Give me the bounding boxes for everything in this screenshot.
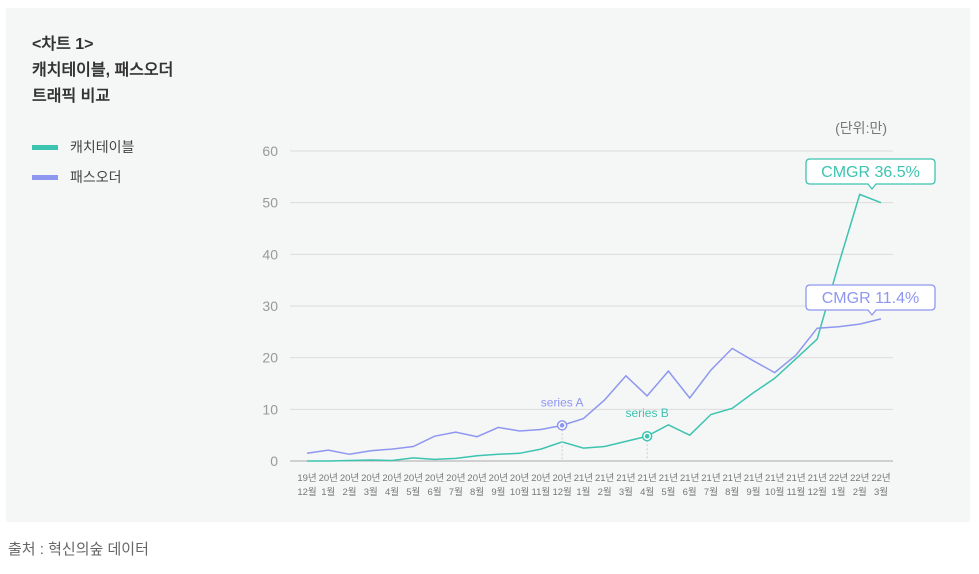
- legend-swatch: [32, 144, 58, 150]
- chart-title: <차트 1> 캐치테이블, 패스오더 트래픽 비교: [32, 32, 173, 110]
- y-tick-label: 40: [262, 246, 278, 262]
- x-tick-label: 20년: [510, 473, 529, 484]
- x-tick-label: 2월: [343, 486, 357, 498]
- x-tick-label: 21년: [786, 473, 805, 484]
- unit-label: (단위:만): [835, 120, 887, 136]
- legend-item-passorder: 패스오더: [32, 162, 134, 192]
- series-line-0: [307, 193, 882, 462]
- y-tick-label: 60: [262, 143, 278, 159]
- marker-label: series A: [541, 395, 584, 409]
- x-tick-label: 21년: [595, 473, 614, 484]
- x-tick-label: 22년: [850, 473, 869, 484]
- x-tick-label: 11월: [532, 486, 551, 498]
- marker-dot: [644, 433, 650, 439]
- legend-item-catchtable: 캐치테이블: [32, 132, 134, 162]
- x-tick-label: 9월: [746, 486, 760, 498]
- x-tick-label: 21년: [723, 473, 742, 484]
- x-tick-label: 7월: [704, 486, 718, 498]
- x-tick-label: 20년: [340, 473, 359, 484]
- x-tick-label: 12월: [552, 486, 571, 498]
- chart-panel: [6, 8, 970, 522]
- callout-label: CMGR 36.5%: [821, 164, 920, 181]
- x-tick-label: 19년: [297, 473, 316, 484]
- x-tick-label: 21년: [574, 473, 593, 484]
- x-tick-label: 1월: [831, 486, 845, 498]
- legend: 캐치테이블 패스오더: [32, 132, 134, 192]
- x-tick-label: 10월: [765, 486, 784, 498]
- callout-box: [805, 158, 936, 191]
- x-tick-label: 20년: [319, 473, 338, 484]
- x-tick-label: 20년: [382, 473, 401, 484]
- x-tick-label: 20년: [361, 473, 380, 484]
- x-tick-label: 3월: [619, 486, 633, 498]
- x-tick-label: 20년: [489, 473, 508, 484]
- x-tick-label: 5월: [661, 486, 675, 498]
- x-tick-label: 10월: [510, 486, 529, 498]
- source-note: 출처 : 혁신의숲 데이터: [8, 541, 149, 558]
- x-tick-label: 2월: [598, 486, 612, 498]
- x-tick-label: 9월: [491, 486, 505, 498]
- x-tick-label: 1월: [576, 486, 590, 498]
- x-tick-label: 6월: [428, 486, 442, 498]
- x-tick-label: 12월: [297, 486, 316, 498]
- series-line-1: [306, 318, 882, 456]
- x-tick-label: 21년: [659, 473, 678, 484]
- x-tick-label: 21년: [744, 473, 763, 484]
- y-tick-label: 50: [262, 195, 278, 211]
- x-tick-label: 21년: [637, 473, 656, 484]
- x-tick-label: 20년: [404, 473, 423, 484]
- x-tick-label: 7월: [449, 486, 463, 498]
- x-tick-label: 4월: [640, 486, 654, 498]
- legend-label: 패스오더: [70, 169, 122, 185]
- callout-label: CMGR 11.4%: [822, 290, 920, 307]
- y-tick-label: 30: [262, 298, 278, 314]
- legend-swatch: [32, 174, 58, 180]
- x-tick-label: 8월: [725, 486, 739, 498]
- legend-label: 캐치테이블: [70, 139, 135, 155]
- x-tick-label: 21년: [765, 473, 784, 484]
- x-tick-label: 8월: [470, 486, 484, 498]
- title-line: <차트 1>: [32, 36, 94, 53]
- title-line: 캐치테이블, 패스오더: [32, 62, 174, 79]
- x-tick-label: 20년: [467, 473, 486, 484]
- x-tick-label: 21년: [616, 473, 635, 484]
- x-tick-label: 21년: [701, 473, 720, 484]
- y-tick-label: 10: [262, 401, 278, 417]
- x-tick-label: 20년: [446, 473, 465, 484]
- x-tick-label: 4월: [385, 486, 399, 498]
- x-tick-label: 22년: [829, 473, 848, 484]
- x-tick-label: 11월: [787, 486, 806, 498]
- x-tick-label: 12월: [808, 486, 827, 498]
- x-tick-label: 22년: [871, 473, 890, 484]
- x-tick-label: 5월: [406, 486, 420, 498]
- y-tick-label: 0: [270, 453, 278, 469]
- x-tick-label: 6월: [683, 486, 697, 498]
- x-tick-label: 21년: [808, 473, 827, 484]
- marker-label: series B: [625, 406, 668, 420]
- x-tick-label: 20년: [425, 473, 444, 484]
- x-tick-label: 1월: [321, 486, 335, 498]
- callout-box: [805, 284, 936, 317]
- x-tick-label: 3월: [874, 486, 888, 498]
- y-tick-label: 20: [262, 350, 278, 366]
- x-tick-label: 3월: [364, 486, 378, 498]
- title-line: 트래픽 비교: [32, 88, 111, 105]
- x-tick-label: 20년: [531, 473, 550, 484]
- x-tick-label: 21년: [680, 473, 699, 484]
- x-tick-label: 2월: [853, 486, 867, 498]
- x-tick-label: 20년: [552, 473, 571, 484]
- marker-dot: [559, 423, 565, 428]
